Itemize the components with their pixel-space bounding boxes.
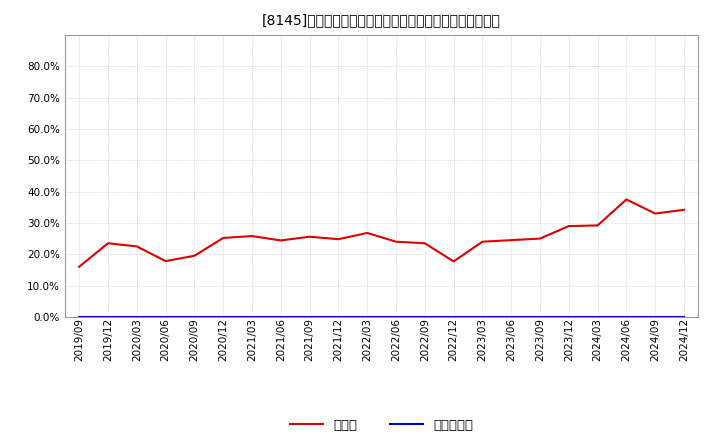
現顔金 <box>622 197 631 202</box>
有利子負債 <box>680 314 688 319</box>
現顔金 <box>478 239 487 244</box>
有利子負債 <box>449 314 458 319</box>
有利子負債 <box>536 314 544 319</box>
有利子負債 <box>190 314 199 319</box>
現顔金 <box>248 234 256 239</box>
現顔金 <box>363 230 372 235</box>
有利子負債 <box>392 314 400 319</box>
現顔金 <box>161 258 170 264</box>
有利子負債 <box>104 314 112 319</box>
Line: 現顔金: 現顔金 <box>79 199 684 267</box>
有利子負債 <box>622 314 631 319</box>
有利子負債 <box>593 314 602 319</box>
現顔金 <box>449 259 458 264</box>
有利子負債 <box>420 314 429 319</box>
Title: [8145]　現顔金、有利子負債の総資産に対する比率の推移: [8145] 現顔金、有利子負債の総資産に対する比率の推移 <box>262 13 501 27</box>
現顔金 <box>593 223 602 228</box>
現顔金 <box>334 237 343 242</box>
現顔金 <box>651 211 660 216</box>
現顔金 <box>536 236 544 241</box>
現顔金 <box>104 241 112 246</box>
現顔金 <box>507 238 516 243</box>
現顔金 <box>276 238 285 243</box>
有利子負債 <box>161 314 170 319</box>
現顔金 <box>190 253 199 258</box>
有利子負債 <box>305 314 314 319</box>
現顔金 <box>132 244 141 249</box>
現顔金 <box>75 264 84 269</box>
現顔金 <box>305 234 314 239</box>
現顔金 <box>564 224 573 229</box>
有利子負債 <box>276 314 285 319</box>
有利子負債 <box>132 314 141 319</box>
現顔金 <box>219 235 228 241</box>
現顔金 <box>392 239 400 244</box>
有利子負債 <box>75 314 84 319</box>
有利子負債 <box>219 314 228 319</box>
現顔金 <box>680 207 688 213</box>
有利子負債 <box>334 314 343 319</box>
現顔金 <box>420 241 429 246</box>
有利子負債 <box>478 314 487 319</box>
有利子負債 <box>248 314 256 319</box>
有利子負債 <box>507 314 516 319</box>
有利子負債 <box>363 314 372 319</box>
有利子負債 <box>651 314 660 319</box>
Legend: 現顔金, 有利子負債: 現顔金, 有利子負債 <box>284 414 479 437</box>
有利子負債 <box>564 314 573 319</box>
